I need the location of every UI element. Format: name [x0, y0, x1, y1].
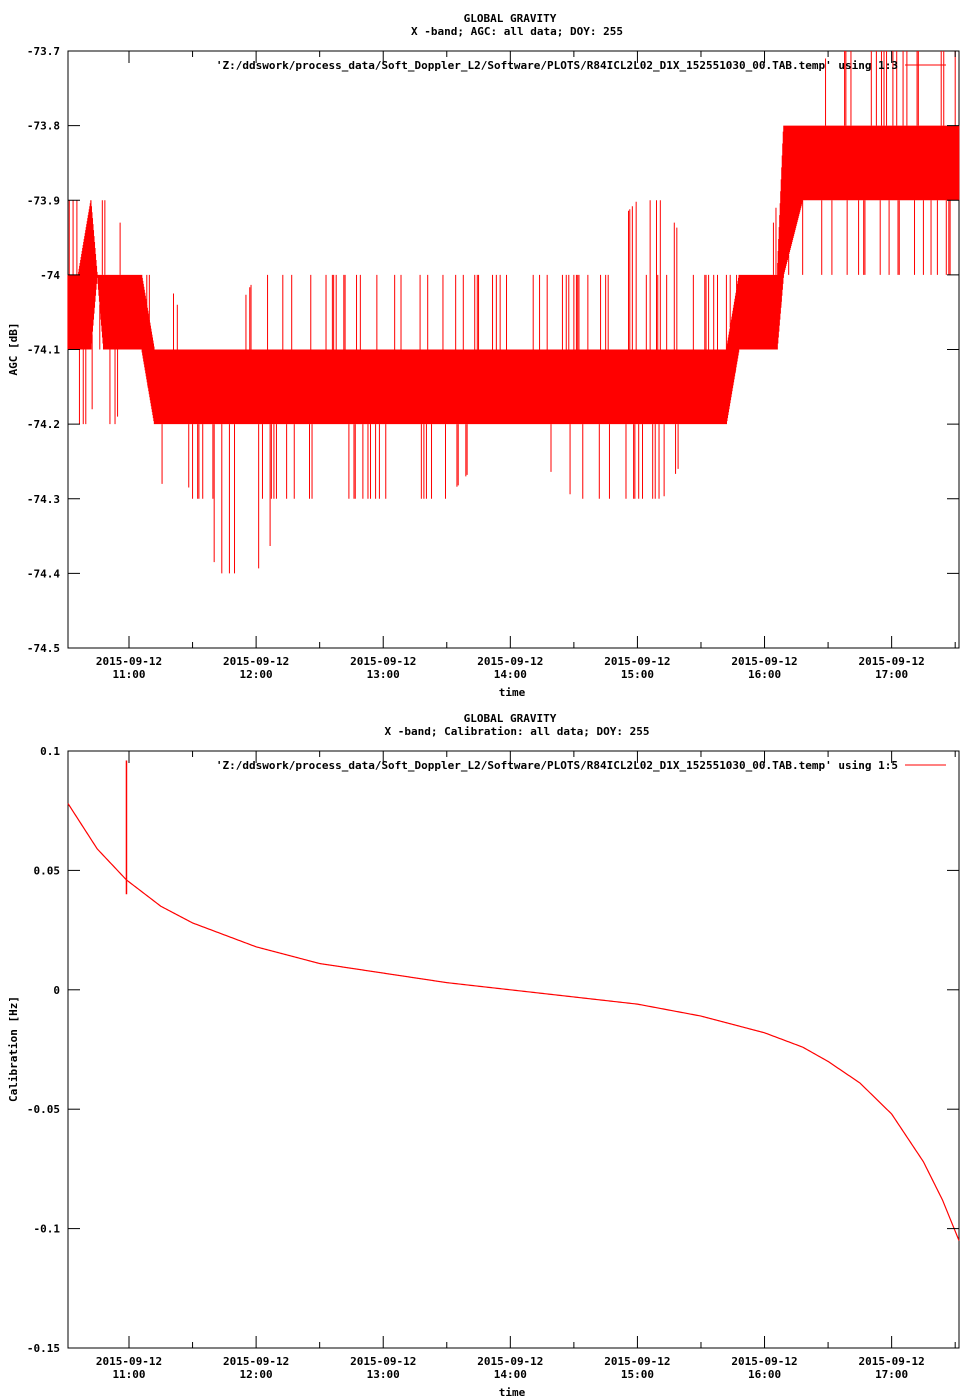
x-tick-label-date: 2015-09-12: [350, 655, 416, 668]
y-tick-label: -74.2: [27, 418, 60, 431]
calibration-y-axis: 0.1 0.05 0 -0.05 -0.1 -0.15: [27, 745, 959, 1355]
calibration-plot-frame: [67, 750, 960, 1349]
y-tick-label: -0.15: [27, 1342, 60, 1355]
y-tick-label: -74.5: [27, 642, 60, 655]
y-tick-label: -74.3: [27, 493, 60, 506]
y-tick-label: -74.1: [27, 344, 60, 357]
agc-x-axis-label: time: [499, 686, 526, 699]
x-tick-label-time: 15:00: [621, 668, 654, 681]
calibration-y-axis-label: Calibration [Hz]: [7, 996, 20, 1102]
x-tick-label-time: 16:00: [748, 668, 781, 681]
calibration-series-line: [67, 803, 960, 1241]
y-tick-label: -74.4: [27, 567, 60, 580]
agc-series-layer: [67, 51, 960, 574]
x-tick-label-time: 17:00: [875, 668, 908, 681]
x-tick-label-date: 2015-09-12: [223, 655, 289, 668]
x-tick-label-date: 2015-09-12: [859, 655, 925, 668]
agc-chart-subtitle: X -band; AGC: all data; DOY: 255: [411, 25, 623, 38]
y-tick-label: 0: [53, 984, 60, 997]
calibration-x-axis: 2015-09-1211:002015-09-1212:002015-09-12…: [96, 751, 956, 1381]
x-tick-label-date: 2015-09-12: [223, 1355, 289, 1368]
x-tick-label-time: 12:00: [240, 668, 273, 681]
calibration-legend-label: 'Z:/ddswork/process_data/Soft_Doppler_L2…: [216, 759, 898, 772]
agc-legend: 'Z:/ddswork/process_data/Soft_Doppler_L2…: [216, 59, 946, 72]
x-tick-label-date: 2015-09-12: [731, 655, 797, 668]
calibration-series-layer: [67, 760, 960, 1241]
y-tick-label: -73.7: [27, 45, 60, 58]
x-tick-label-time: 16:00: [748, 1368, 781, 1381]
calibration-chart-subtitle: X -band; Calibration: all data; DOY: 255: [385, 725, 650, 738]
x-tick-label-time: 13:00: [367, 1368, 400, 1381]
x-tick-label-date: 2015-09-12: [96, 655, 162, 668]
y-tick-label: -73.9: [27, 194, 60, 207]
calibration-legend: 'Z:/ddswork/process_data/Soft_Doppler_L2…: [216, 759, 946, 772]
x-tick-label-date: 2015-09-12: [604, 655, 670, 668]
x-tick-label-date: 2015-09-12: [731, 1355, 797, 1368]
calibration-chart-title: GLOBAL GRAVITY: [464, 712, 557, 725]
agc-x-axis: 2015-09-1211:002015-09-1212:002015-09-12…: [96, 51, 956, 681]
y-tick-label: 0.05: [34, 864, 61, 877]
x-tick-label-time: 14:00: [494, 668, 527, 681]
x-tick-label-time: 14:00: [494, 1368, 527, 1381]
calibration-plot-area: 0.10.050-0.05-0.1-0.15 2015-09-1211:0020…: [27, 745, 960, 1381]
y-tick-label: -0.05: [27, 1103, 60, 1116]
x-tick-label-date: 2015-09-12: [604, 1355, 670, 1368]
x-tick-label-time: 13:00: [367, 668, 400, 681]
agc-series-band: [67, 125, 960, 425]
x-tick-label-date: 2015-09-12: [350, 1355, 416, 1368]
agc-plot-area: -73.7 -73.8 -73.9 -74 -74.1 -74.2 -74.3 -74.4 -7…: [27, 45, 960, 681]
agc-y-axis: -73.7 -73.8 -73.9 -74 -74.1 -74.2 -74.3 -74.4 -7…: [27, 45, 959, 655]
y-tick-label: -0.1: [34, 1223, 61, 1236]
x-tick-label-time: 17:00: [875, 1368, 908, 1381]
y-tick-label: 0.1: [40, 745, 60, 758]
agc-y-axis-label: AGC [dB]: [7, 323, 20, 376]
x-tick-label-time: 12:00: [240, 1368, 273, 1381]
x-tick-label-date: 2015-09-12: [859, 1355, 925, 1368]
x-tick-label-date: 2015-09-12: [477, 655, 543, 668]
calibration-x-axis-label: time: [499, 1386, 526, 1399]
x-tick-label-date: 2015-09-12: [96, 1355, 162, 1368]
x-tick-label-time: 15:00: [621, 1368, 654, 1381]
x-tick-label-time: 11:00: [112, 1368, 145, 1381]
agc-chart-title: GLOBAL GRAVITY: [464, 12, 557, 25]
y-tick-label: -74: [40, 269, 60, 282]
agc-chart: GLOBAL GRAVITY X -band; AGC: all data; D…: [7, 12, 960, 699]
x-tick-label-date: 2015-09-12: [477, 1355, 543, 1368]
y-tick-label: -73.8: [27, 120, 60, 133]
x-tick-label-time: 11:00: [112, 668, 145, 681]
agc-legend-label: 'Z:/ddswork/process_data/Soft_Doppler_L2…: [216, 59, 898, 72]
calibration-chart: GLOBAL GRAVITY X -band; Calibration: all…: [7, 712, 960, 1399]
